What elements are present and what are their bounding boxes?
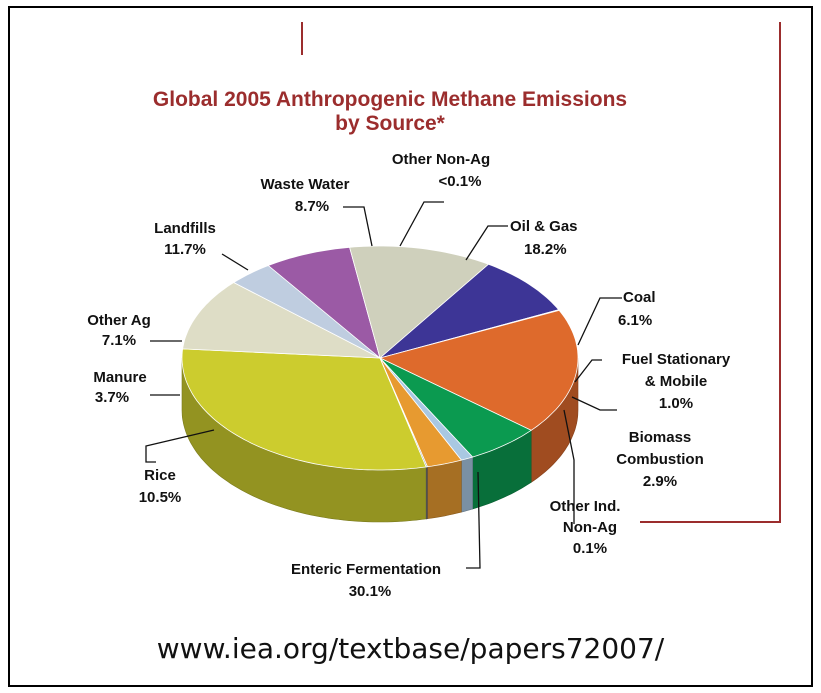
leader-lines bbox=[145, 201, 622, 569]
side-bio bbox=[427, 459, 462, 520]
leader-other-ind bbox=[563, 409, 575, 524]
label-coal-name: Coal bbox=[623, 289, 656, 306]
label-biomass-value: 2.9% bbox=[643, 473, 677, 490]
leader-fuel bbox=[574, 359, 602, 383]
leader-biomass bbox=[571, 396, 617, 411]
label-other-ag-name: Other Ag bbox=[87, 312, 151, 329]
slice-ww bbox=[379, 263, 560, 359]
leader-waste-water bbox=[343, 206, 373, 247]
slice-coal bbox=[379, 357, 533, 458]
label-other-non-ag-name: Other Non-Ag bbox=[392, 151, 490, 168]
chart-title-line-1: Global 2005 Anthropogenic Methane Emissi… bbox=[153, 88, 627, 111]
label-landfills-value: 11.7% bbox=[164, 241, 206, 258]
chart-title-line-2: by Source* bbox=[335, 112, 446, 135]
label-oil-gas-value: 18.2% bbox=[524, 241, 567, 258]
label-waste-water-value: 8.7% bbox=[295, 198, 329, 215]
right-bracket-line bbox=[640, 22, 781, 523]
source-url: www.iea.org/textbase/papers72007/ bbox=[156, 632, 665, 665]
label-other-ag-value: 7.1% bbox=[102, 332, 136, 349]
label-fuel-line-1: Fuel Stationary bbox=[622, 351, 731, 368]
pie-top-faces bbox=[181, 245, 579, 471]
label-manure-name: Manure bbox=[93, 369, 146, 386]
side-oind bbox=[425, 466, 428, 520]
slice-oag bbox=[267, 246, 381, 360]
side-fuel bbox=[461, 456, 473, 513]
label-other-ind-line-1: Other Ind. bbox=[550, 498, 621, 515]
slice-man bbox=[232, 265, 381, 359]
label-waste-water-name: Waste Water bbox=[261, 176, 350, 193]
leader-other-non-ag bbox=[399, 201, 444, 247]
slice-ent bbox=[181, 348, 427, 471]
leader-coal bbox=[577, 297, 622, 346]
slice-labels: Landfills 11.7% Waste Water 8.7% Other N… bbox=[87, 151, 731, 600]
slice-oind bbox=[379, 357, 428, 468]
label-enteric-value: 30.1% bbox=[349, 583, 392, 600]
slice-land bbox=[349, 245, 490, 359]
label-coal-value: 6.1% bbox=[618, 312, 652, 329]
label-other-ind-line-2: Non-Ag bbox=[563, 519, 617, 536]
slice-og bbox=[378, 309, 579, 431]
label-landfills-name: Landfills bbox=[154, 220, 216, 237]
label-enteric-name: Enteric Fermentation bbox=[291, 561, 441, 578]
slice-bio bbox=[379, 357, 463, 468]
label-fuel-value: 1.0% bbox=[659, 395, 693, 412]
pie-side-walls bbox=[181, 357, 579, 523]
label-oil-gas-name: Oil & Gas bbox=[510, 218, 578, 235]
label-rice-name: Rice bbox=[144, 467, 176, 484]
label-manure-value: 3.7% bbox=[95, 389, 129, 406]
label-fuel-line-2: & Mobile bbox=[645, 373, 708, 390]
label-other-ind-value: 0.1% bbox=[573, 540, 607, 557]
leader-oil-gas bbox=[465, 225, 508, 261]
label-biomass-line-2: Combustion bbox=[616, 451, 704, 468]
leader-landfills bbox=[221, 253, 249, 271]
label-biomass-line-1: Biomass bbox=[629, 429, 692, 446]
leader-rice bbox=[145, 429, 215, 463]
slice-rice bbox=[182, 282, 381, 359]
leader-enteric bbox=[466, 471, 481, 569]
label-other-non-ag-value: <0.1% bbox=[439, 173, 482, 190]
label-rice-value: 10.5% bbox=[139, 489, 182, 506]
